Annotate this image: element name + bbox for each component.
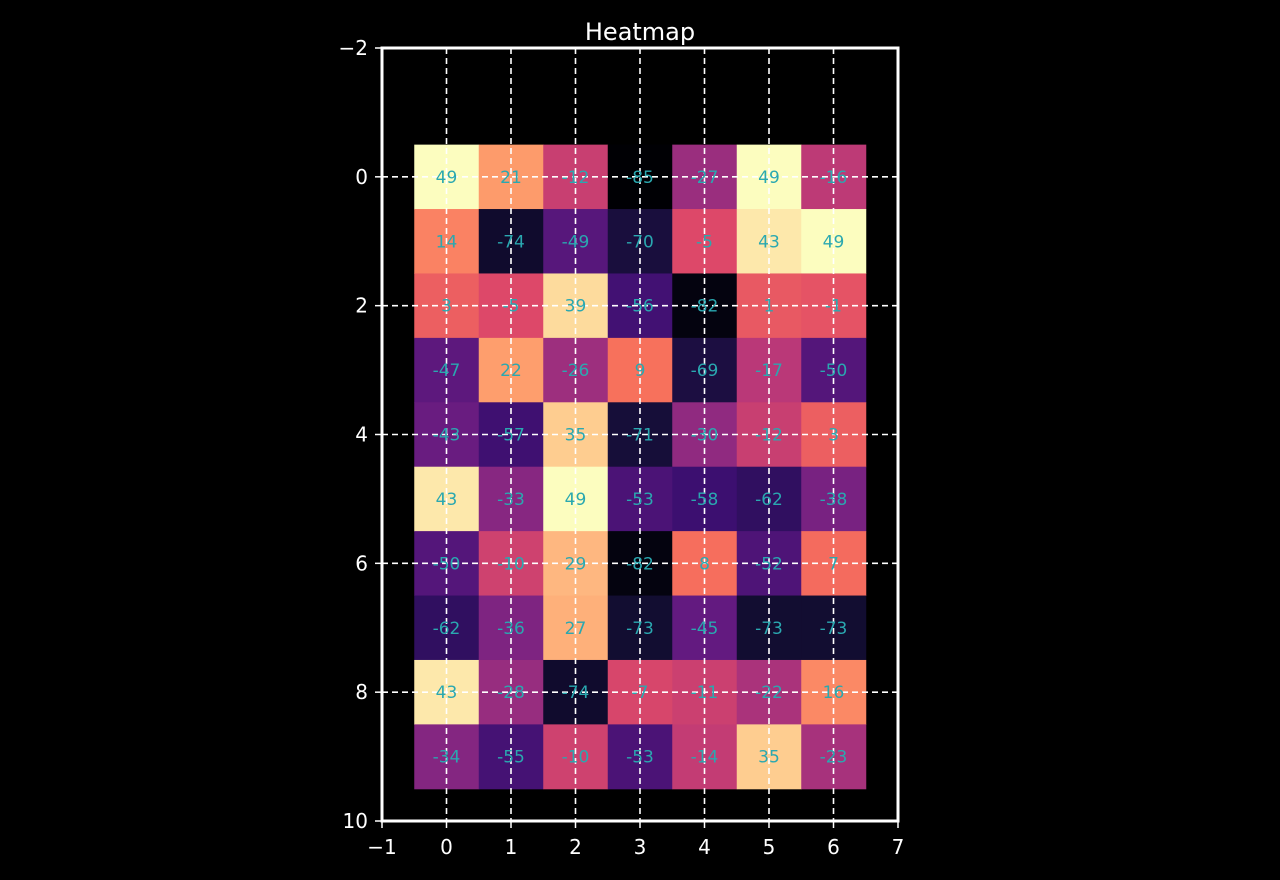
cell-value-label: -62 <box>755 490 783 510</box>
cell-value-label: -57 <box>497 426 525 446</box>
cell-value-label: -10 <box>562 748 590 768</box>
x-tick-label: 1 <box>505 835 518 859</box>
heatmap-cell <box>607 273 673 339</box>
cell-value-label: 16 <box>823 683 845 703</box>
cell-value-label: 49 <box>436 168 458 188</box>
x-tick-label: −1 <box>367 835 396 859</box>
cell-value-label: -47 <box>433 361 461 381</box>
cell-value-label: -82 <box>691 297 719 317</box>
cell-value-label: -1 <box>825 297 842 317</box>
y-tick-label: 6 <box>355 551 368 575</box>
cell-value-label: -30 <box>691 426 719 446</box>
cell-value-label: -50 <box>820 361 848 381</box>
cell-value-label: -36 <box>497 619 525 639</box>
cell-value-label: 3 <box>441 297 452 317</box>
cell-value-label: -38 <box>820 490 848 510</box>
cell-value-label: -26 <box>562 361 590 381</box>
cell-value-label: -34 <box>433 748 461 768</box>
cell-value-label: -70 <box>626 232 654 252</box>
x-tick-label: 4 <box>698 835 711 859</box>
cell-value-label: 43 <box>436 683 458 703</box>
y-axis: −2 0 2 4 6 8 10 <box>339 36 382 833</box>
cell-value-label: -14 <box>691 748 719 768</box>
cell-value-label: -56 <box>626 297 654 317</box>
cell-value-label: -58 <box>691 490 719 510</box>
cell-value-label: 21 <box>500 168 522 188</box>
cell-value-label: -27 <box>691 168 719 188</box>
y-tick-label: 10 <box>343 809 368 833</box>
y-tick-label: 8 <box>355 680 368 704</box>
cell-value-label: -69 <box>691 361 719 381</box>
cell-value-label: -74 <box>562 683 590 703</box>
cell-value-label: -5 <box>503 297 520 317</box>
cell-value-label: -50 <box>433 554 461 574</box>
cell-value-label: 27 <box>565 619 587 639</box>
cell-value-label: -11 <box>691 683 719 703</box>
cell-value-label: -74 <box>497 232 525 252</box>
cell-value-label: -73 <box>626 619 654 639</box>
cell-value-label: -12 <box>562 168 590 188</box>
cell-value-label: -22 <box>755 683 783 703</box>
cell-value-label: -62 <box>433 619 461 639</box>
cell-value-label: 3 <box>828 426 839 446</box>
cell-value-label: 35 <box>565 426 587 446</box>
cell-value-label: 49 <box>823 232 845 252</box>
cell-value-label: -33 <box>497 490 525 510</box>
cell-value-label: -10 <box>497 554 525 574</box>
chart-title: Heatmap <box>585 18 695 46</box>
cell-value-label: -5 <box>696 232 713 252</box>
cell-value-label: -85 <box>626 168 654 188</box>
x-tick-label: 3 <box>634 835 647 859</box>
cell-value-label: -53 <box>626 748 654 768</box>
cell-value-label: -53 <box>626 490 654 510</box>
cell-value-label: -55 <box>497 748 525 768</box>
cell-value-label: 7 <box>828 554 839 574</box>
cell-value-label: -82 <box>626 554 654 574</box>
grid-lines <box>382 48 898 821</box>
cell-value-label: 1 <box>764 297 775 317</box>
y-tick-label: 0 <box>355 165 368 189</box>
cell-value-label: -71 <box>626 426 654 446</box>
cell-value-label: -49 <box>562 232 590 252</box>
cell-value-label: -17 <box>755 361 783 381</box>
x-tick-label: 2 <box>569 835 582 859</box>
cell-value-label: 49 <box>758 168 780 188</box>
cell-value-label: 43 <box>758 232 780 252</box>
cell-value-label: -28 <box>497 683 525 703</box>
cell-value-label: -43 <box>433 426 461 446</box>
y-tick-label: −2 <box>339 36 368 60</box>
cell-value-label: 8 <box>699 554 710 574</box>
cell-value-label: 49 <box>565 490 587 510</box>
y-tick-label: 4 <box>355 423 368 447</box>
cell-value-label: 9 <box>635 361 646 381</box>
x-axis: −1 0 1 2 3 4 5 6 7 <box>367 821 904 859</box>
cell-value-label: 35 <box>758 748 780 768</box>
cell-value-label: -73 <box>820 619 848 639</box>
cell-value-label: -73 <box>755 619 783 639</box>
x-tick-label: 6 <box>827 835 840 859</box>
cell-value-label: -12 <box>755 426 783 446</box>
cell-value-label: 43 <box>436 490 458 510</box>
x-tick-label: 5 <box>763 835 776 859</box>
x-tick-label: 0 <box>440 835 453 859</box>
cell-value-label: 39 <box>565 297 587 317</box>
y-tick-label: 2 <box>355 294 368 318</box>
cell-value-label: 14 <box>436 232 458 252</box>
cell-value-label: -7 <box>632 683 649 703</box>
cell-value-label: -52 <box>755 554 783 574</box>
cell-value-label: -23 <box>820 748 848 768</box>
cell-value-label: -45 <box>691 619 719 639</box>
cell-value-label: -16 <box>820 168 848 188</box>
x-tick-label: 7 <box>892 835 905 859</box>
cell-value-label: 29 <box>565 554 587 574</box>
cell-value-label: 22 <box>500 361 522 381</box>
